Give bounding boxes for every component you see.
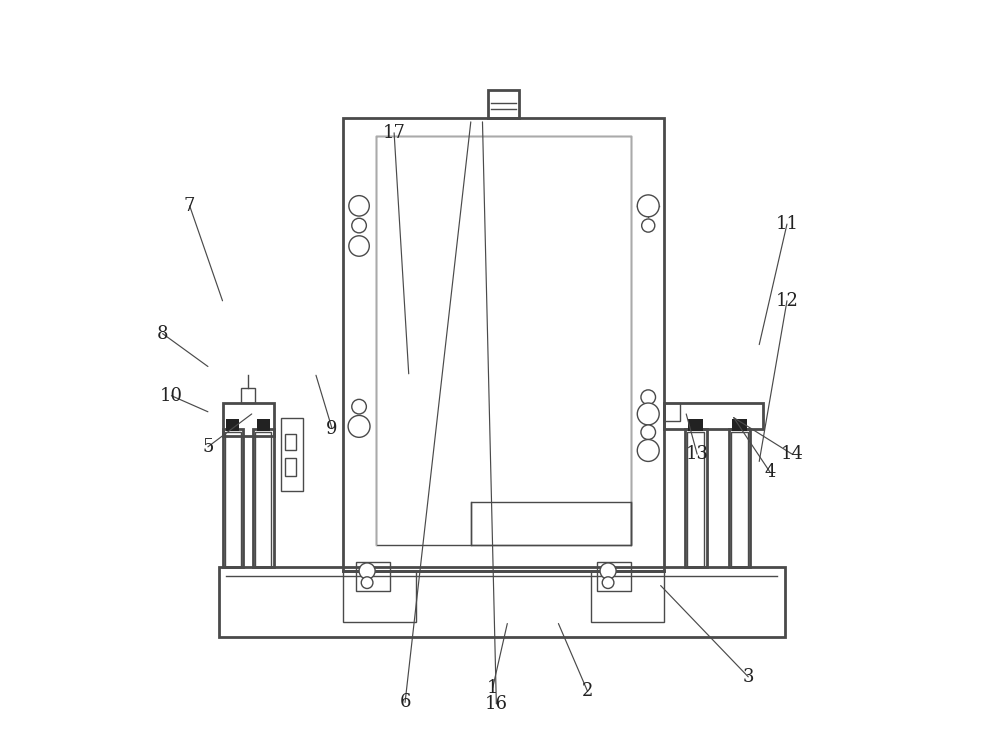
Bar — [285, 458, 296, 476]
Circle shape — [349, 196, 369, 216]
Circle shape — [361, 577, 373, 589]
Bar — [281, 418, 303, 490]
Text: 12: 12 — [776, 292, 798, 310]
Text: 9: 9 — [326, 419, 338, 438]
Bar — [591, 571, 664, 622]
Circle shape — [600, 563, 616, 579]
Circle shape — [637, 195, 659, 217]
Circle shape — [349, 236, 369, 257]
Text: 2: 2 — [582, 682, 593, 701]
Bar — [732, 419, 747, 431]
Bar — [376, 136, 631, 545]
Bar — [471, 501, 631, 545]
Circle shape — [602, 577, 614, 589]
Circle shape — [359, 563, 375, 579]
Bar — [688, 419, 703, 431]
Text: 3: 3 — [743, 668, 754, 686]
Bar — [729, 429, 750, 567]
Bar — [343, 571, 416, 622]
Bar — [343, 118, 664, 571]
Text: 6: 6 — [399, 693, 411, 712]
Circle shape — [637, 440, 659, 462]
Text: 16: 16 — [485, 695, 508, 713]
Bar — [687, 432, 704, 567]
Bar — [253, 429, 274, 567]
Bar — [685, 429, 707, 567]
Text: 10: 10 — [160, 387, 183, 405]
Text: 7: 7 — [184, 197, 195, 215]
Bar — [488, 90, 519, 118]
Circle shape — [352, 218, 366, 233]
Bar — [225, 432, 241, 567]
Circle shape — [641, 390, 656, 405]
Bar — [664, 403, 763, 429]
Bar — [257, 419, 270, 431]
Circle shape — [641, 425, 656, 440]
Bar — [664, 403, 680, 421]
Bar — [285, 435, 296, 451]
Circle shape — [637, 403, 659, 425]
Text: 14: 14 — [781, 445, 804, 463]
Bar — [223, 403, 274, 436]
Bar — [223, 429, 243, 567]
Bar — [356, 562, 390, 592]
Bar — [597, 562, 631, 592]
Bar — [255, 432, 271, 567]
Circle shape — [352, 399, 366, 414]
Text: 11: 11 — [775, 215, 798, 233]
Text: 4: 4 — [764, 463, 776, 482]
Text: 8: 8 — [157, 325, 168, 342]
Text: 13: 13 — [686, 445, 709, 463]
Bar — [219, 567, 785, 637]
Circle shape — [642, 219, 655, 232]
Text: 1: 1 — [487, 679, 498, 697]
Circle shape — [348, 416, 370, 438]
Bar — [731, 432, 748, 567]
Text: 5: 5 — [202, 438, 214, 456]
Text: 17: 17 — [383, 124, 406, 141]
Bar — [226, 419, 239, 431]
Bar — [241, 388, 255, 403]
